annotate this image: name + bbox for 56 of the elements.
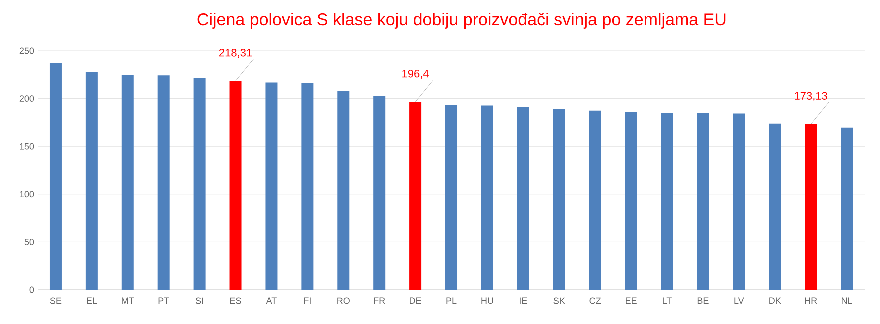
bar <box>697 113 710 290</box>
x-tick-label: HR <box>805 298 818 304</box>
bar <box>410 102 422 290</box>
bar <box>841 128 854 290</box>
bar <box>769 124 782 290</box>
x-tick-label: DK <box>770 298 782 304</box>
bar <box>481 106 494 290</box>
bar <box>625 112 638 290</box>
y-tick-label: 0 <box>30 286 34 294</box>
x-tick-label: EE <box>626 298 637 304</box>
data-label: 218,31 <box>219 49 252 58</box>
x-tick-label: NL <box>842 298 852 304</box>
chart-title: Cijena polovica S klase koju dobiju proizvođači svinja po zemljama EU <box>198 13 726 29</box>
bar <box>86 72 98 290</box>
data-label: 173,13 <box>795 92 828 102</box>
x-tick-label: EL <box>87 298 98 304</box>
bar <box>374 96 386 290</box>
x-tick-label: CZ <box>590 298 602 304</box>
x-tick-label: MT <box>122 298 134 304</box>
bar <box>805 124 818 290</box>
bar <box>517 108 530 290</box>
x-tick-label: DE <box>410 298 422 304</box>
bar <box>589 110 602 290</box>
bar <box>302 83 314 290</box>
bar <box>122 74 134 290</box>
x-tick-label: FI <box>304 298 311 304</box>
y-tick-label: 200 <box>20 96 34 102</box>
bar <box>338 91 350 290</box>
x-tick-label: ES <box>230 298 242 304</box>
y-tick-label: 50 <box>24 239 34 246</box>
y-tick-label: 250 <box>20 48 34 54</box>
x-tick-label: PL <box>446 298 457 304</box>
y-tick-label: 150 <box>20 143 34 150</box>
bar <box>733 114 746 290</box>
bar <box>158 76 170 290</box>
x-tick-label: PT <box>158 298 170 304</box>
bar <box>266 82 278 290</box>
x-tick-label: BE <box>698 298 709 304</box>
x-tick-label: IE <box>520 298 528 304</box>
x-tick-label: RO <box>338 298 350 304</box>
x-tick-label: SE <box>50 298 62 304</box>
x-tick-label: FR <box>374 298 386 304</box>
bar <box>50 63 62 290</box>
x-tick-label: LV <box>734 298 744 304</box>
x-tick-label: SI <box>196 298 204 304</box>
bar <box>230 81 242 290</box>
bar <box>661 113 674 290</box>
x-tick-label: LT <box>663 298 672 304</box>
y-tick-label: 100 <box>20 191 34 198</box>
x-tick-label: AT <box>266 298 277 304</box>
x-tick-label: SK <box>554 298 566 304</box>
x-tick-label: HU <box>482 298 494 304</box>
bar <box>194 78 206 290</box>
bar <box>553 109 566 290</box>
bar <box>446 105 458 290</box>
data-label: 196,4 <box>402 70 429 80</box>
